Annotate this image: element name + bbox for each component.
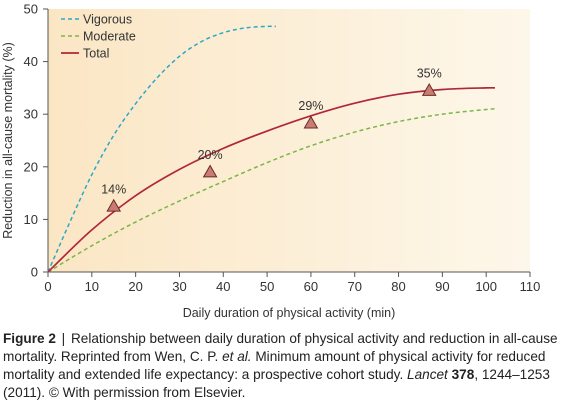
y-axis-title: Reduction in all-cause mortality (%) [1, 42, 15, 239]
triangle-marker [106, 198, 122, 212]
series-line-vigorous [47, 25, 276, 273]
legend: Vigorous Moderate Total [61, 13, 136, 61]
x-tick-label: 110 [520, 279, 541, 294]
triangle-marker [421, 83, 437, 96]
figure-caption: Figure 2 | Relationship between daily du… [3, 330, 561, 402]
x-tick-label: 20 [128, 279, 142, 294]
caption-text-3: , 1244–1253 (2011). © With permission fr… [3, 367, 550, 400]
x-tick-label: 100 [475, 279, 497, 294]
caption-figure-label: Figure 2 [3, 331, 56, 346]
axes: 0 10 20 30 40 50 60 70 80 90 100 110 0 10 20 30 40 50 [24, 2, 541, 295]
caption-text-2: Minimum amount of physical activity for … [3, 349, 546, 382]
caption-et-al: et al. [222, 349, 252, 364]
y-tick-label: 10 [24, 212, 38, 227]
caption-separator: | [61, 331, 66, 346]
marker-label: 14% [101, 182, 126, 196]
chart: 0 10 20 30 40 50 60 70 80 90 100 110 0 10 20 30 40 50 14%… [1, 2, 541, 321]
data-markers: 14% 20% 29% 35% [101, 67, 442, 212]
y-tick-label: 30 [24, 107, 38, 122]
x-tick-label: 90 [435, 279, 449, 294]
triangle-marker [202, 164, 218, 178]
marker-label: 20% [198, 148, 223, 162]
triangle-marker [303, 115, 319, 129]
caption-volume: 378 [451, 367, 475, 382]
series-lines [47, 25, 495, 273]
y-tick-label: 40 [24, 54, 38, 69]
x-tick-label: 80 [391, 279, 405, 294]
marker-label: 29% [298, 99, 323, 113]
legend-label: Vigorous [83, 13, 132, 27]
x-tick-label: 60 [304, 279, 318, 294]
plot-background [48, 9, 530, 272]
x-tick-label: 10 [85, 279, 99, 294]
x-tick-label: 40 [216, 279, 230, 294]
x-tick-label: 30 [172, 279, 186, 294]
series-line-total [47, 86, 495, 273]
series-line-moderate [47, 108, 495, 273]
legend-label: Total [83, 47, 109, 61]
x-axis-title: Daily duration of physical activity (min… [183, 306, 396, 320]
y-tick-label: 20 [24, 159, 38, 174]
legend-label: Moderate [83, 30, 136, 44]
y-tick-label: 50 [24, 2, 38, 17]
y-tick-label: 0 [31, 265, 38, 280]
caption-text-1: Relationship between daily duration of p… [3, 331, 558, 364]
x-tick-label: 70 [347, 279, 361, 294]
x-tick-label: 50 [260, 279, 274, 294]
caption-journal: Lancet [407, 367, 448, 382]
x-tick-label: 0 [44, 279, 51, 294]
marker-label: 35% [417, 67, 442, 81]
